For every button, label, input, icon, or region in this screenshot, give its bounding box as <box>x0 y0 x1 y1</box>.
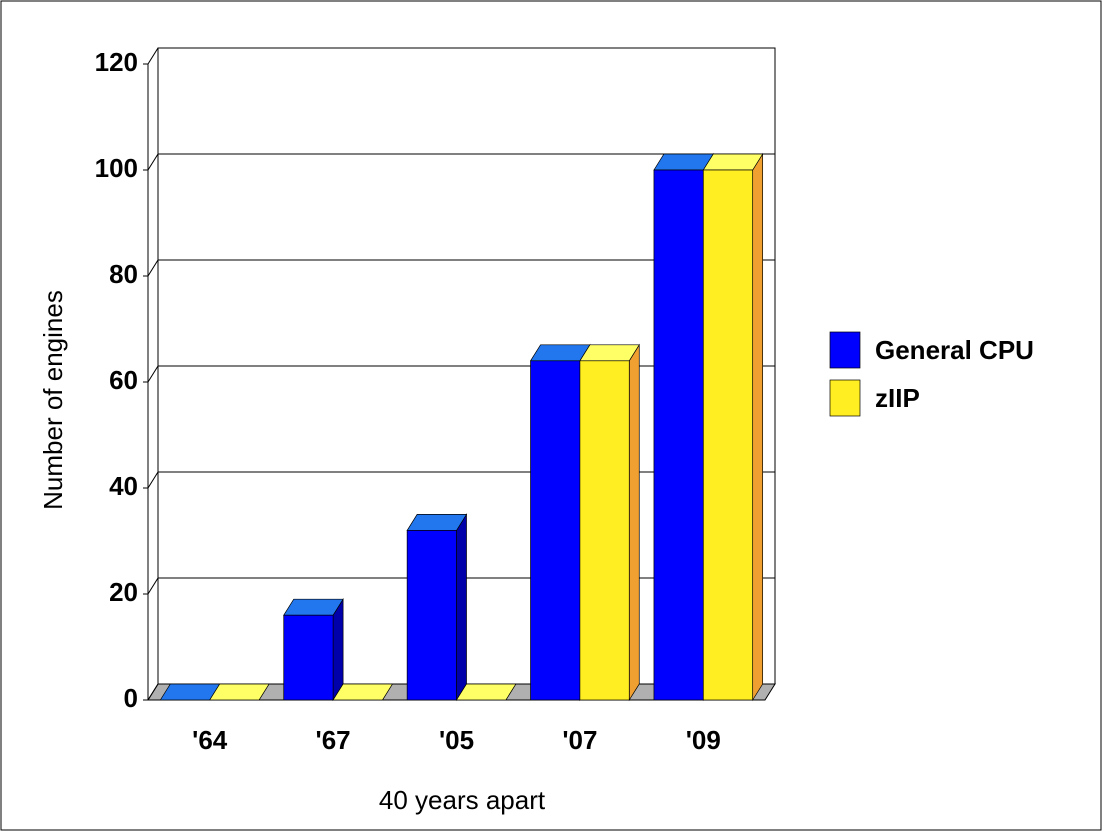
y-tick-label: 100 <box>95 153 138 183</box>
legend-swatch <box>829 379 861 417</box>
bar-top <box>702 153 764 171</box>
x-tick-label: '09 <box>686 725 721 755</box>
bar-top <box>406 514 468 531</box>
y-tick-label: 80 <box>109 259 138 289</box>
bar <box>530 360 581 701</box>
bar-top <box>579 344 640 362</box>
y-tick-label: 20 <box>109 577 138 607</box>
x-tick-label: '05 <box>439 725 474 755</box>
x-axis-label: 40 years apart <box>379 785 546 815</box>
y-tick-label: 60 <box>109 365 138 395</box>
grid-line <box>147 259 159 277</box>
grid-line <box>147 47 159 65</box>
legend-label: General CPU <box>875 335 1034 365</box>
x-tick-label: '64 <box>192 725 228 755</box>
grid-line <box>147 471 159 489</box>
grid-line <box>147 365 159 383</box>
x-tick-label: '07 <box>562 725 597 755</box>
x-tick-label: '67 <box>316 725 351 755</box>
bar-top <box>283 598 344 616</box>
bar-top <box>332 683 394 701</box>
y-tick-label: 120 <box>95 47 138 77</box>
y-tick-label: 40 <box>109 471 138 501</box>
grid-line <box>147 683 159 701</box>
legend-label: zIIP <box>875 383 920 413</box>
bar-top <box>455 683 517 701</box>
bar-side <box>332 597 344 702</box>
bar <box>406 530 457 701</box>
bar-side <box>456 513 467 702</box>
bar <box>653 169 704 701</box>
y-tick-label: 0 <box>124 683 138 713</box>
bar <box>579 360 630 701</box>
bar-side <box>628 343 640 702</box>
bar-top <box>209 683 270 701</box>
bar-side <box>752 152 764 702</box>
bar <box>283 614 334 701</box>
bar <box>702 169 754 701</box>
grid-line <box>147 577 159 595</box>
y-axis-label: Number of engines <box>38 290 68 510</box>
legend-swatch <box>829 331 861 369</box>
grid-line <box>147 153 159 171</box>
